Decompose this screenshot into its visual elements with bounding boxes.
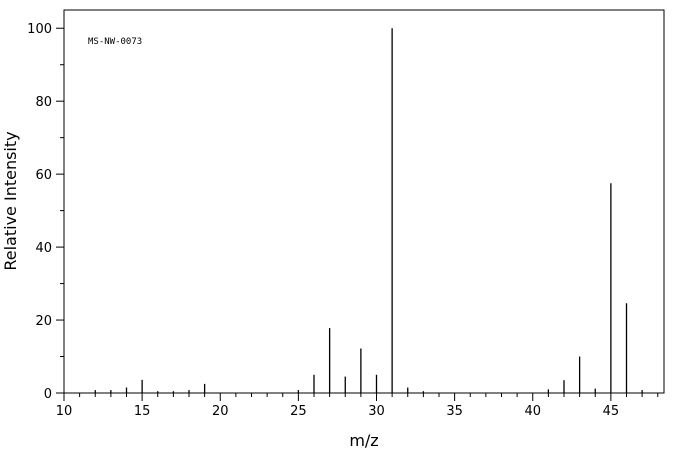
y-tick-label: 20 [35,314,52,329]
x-tick-label: 15 [134,404,151,419]
y-tick-label: 80 [35,95,52,110]
y-tick-label: 0 [44,387,52,402]
x-tick-label: 10 [56,404,73,419]
x-tick-label: 25 [290,404,307,419]
y-axis-label: Relative Intensity [1,131,20,270]
x-tick-label: 35 [446,404,463,419]
x-tick-label: 20 [212,404,229,419]
y-tick-label: 40 [35,241,52,256]
y-tick-label: 60 [35,168,52,183]
x-axis-label: m/z [349,431,378,450]
y-tick-label: 100 [27,22,52,37]
x-tick-label: 45 [603,404,620,419]
annotation: MS-NW-0073 [88,37,142,47]
x-tick-label: 40 [524,404,541,419]
plot-frame [63,9,665,394]
x-tick-label: 30 [368,404,385,419]
